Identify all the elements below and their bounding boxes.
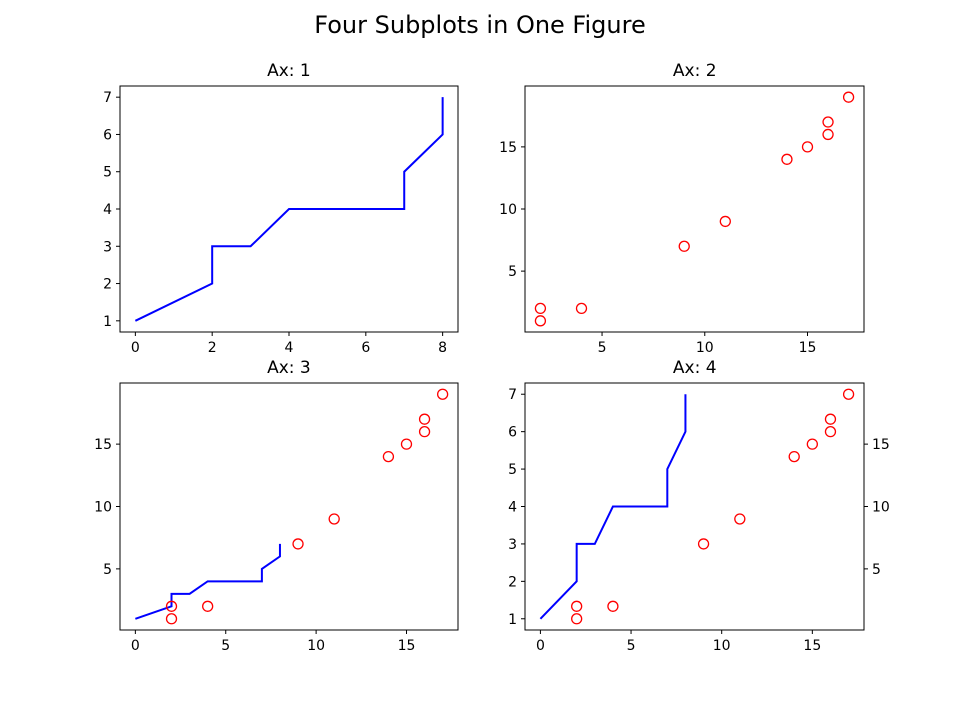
subplot-4-x-tick-label: 15 bbox=[803, 638, 821, 654]
subplot-2-x-tick-label: 10 bbox=[696, 340, 714, 356]
subplot-1-y-tick-label: 6 bbox=[103, 127, 112, 143]
subplot-4-scatter-point bbox=[607, 600, 619, 612]
subplot-2-scatter-point bbox=[534, 302, 547, 315]
subplot-3-scatter-point bbox=[436, 388, 449, 400]
subplot-3-plot-area bbox=[119, 382, 459, 631]
subplot-2-scatter-point bbox=[678, 240, 690, 252]
figure-title: Four Subplots in One Figure bbox=[314, 11, 645, 39]
subplot-4-y-tick-label: 1 bbox=[508, 612, 517, 628]
subplot-3-y-tick-label: 5 bbox=[103, 562, 112, 578]
subplot-4-scatter-point bbox=[788, 450, 800, 463]
subplot-4-y-tick-label: 3 bbox=[508, 537, 517, 553]
subplot-2-y-tick-label: 15 bbox=[499, 140, 517, 156]
subplot-3-scatter-point bbox=[202, 600, 214, 612]
subplot-4-x-tick-label: 0 bbox=[536, 638, 545, 654]
subplot-3-title: Ax: 3 bbox=[267, 358, 311, 378]
subplot-1: Ax: 1 0 2 4 6 8 1 2 3 4 5 6 7 bbox=[103, 61, 459, 356]
subplot-3-scatter-point bbox=[418, 413, 431, 425]
subplot-3-x-tick-label: 15 bbox=[398, 638, 416, 654]
subplot-3-x-tick-label: 10 bbox=[307, 638, 325, 654]
subplot-3-y-tick-label: 15 bbox=[94, 437, 112, 453]
subplot-1-y-tick-label: 2 bbox=[103, 277, 112, 293]
subplot-2: Ax: 2 5 10 15 5 10 15 bbox=[499, 61, 865, 356]
subplot-3-x-tick-label: 5 bbox=[221, 638, 230, 654]
subplot-2-title: Ax: 2 bbox=[673, 61, 717, 81]
subplot-4-scatter-point bbox=[842, 388, 855, 400]
subplot-2-scatter-point bbox=[842, 91, 855, 103]
subplot-3: Ax: 3 0 5 10 15 5 10 15 bbox=[94, 358, 459, 654]
subplot-4-x-tick-label: 10 bbox=[713, 638, 731, 654]
subplot-4: Ax: 4 0 5 10 15 1 2 3 4 5 6 7 5 10 15 bbox=[508, 358, 890, 654]
subplot-4-scatter-point bbox=[824, 413, 837, 425]
subplot-2-scatter-point bbox=[534, 315, 547, 327]
subplot-4-title: Ax: 4 bbox=[673, 358, 717, 378]
subplot-1-y-tick-label: 3 bbox=[103, 239, 112, 255]
subplot-4-scatter-point bbox=[734, 513, 746, 525]
subplot-4-plot-area bbox=[524, 382, 865, 631]
subplot-1-y-tick-label: 1 bbox=[103, 314, 112, 330]
subplot-2-x-tick-label: 5 bbox=[598, 340, 607, 356]
subplot-4-scatter-point bbox=[571, 613, 583, 625]
subplot-4-line-series bbox=[539, 394, 687, 620]
subplot-2-scatter-point bbox=[801, 141, 814, 153]
subplot-2-scatter-point bbox=[575, 302, 588, 315]
subplot-2-x-tick-label: 15 bbox=[799, 340, 817, 356]
subplot-4-scatter-point bbox=[806, 438, 818, 450]
subplot-4-y-tick-label: 7 bbox=[508, 387, 517, 403]
subplot-2-y-tick-label: 10 bbox=[499, 202, 517, 218]
subplot-3-y-tick-label: 10 bbox=[94, 500, 112, 516]
subplot-2-y-tick-label: 5 bbox=[508, 264, 517, 280]
subplot-3-scatter-point bbox=[382, 450, 395, 463]
subplot-1-x-tick-label: 4 bbox=[285, 340, 294, 356]
subplot-3-scatter-point bbox=[165, 600, 178, 612]
subplot-1-y-tick-label: 7 bbox=[103, 90, 112, 106]
subplot-2-scatter-point bbox=[822, 116, 834, 128]
subplot-1-line-series bbox=[134, 97, 444, 322]
subplot-2-scatter-point bbox=[719, 215, 731, 228]
subplot-4-right-y-tick-label: 10 bbox=[872, 500, 890, 516]
subplot-1-x-tick-label: 0 bbox=[131, 340, 140, 356]
subplot-3-x-tick-label: 0 bbox=[131, 638, 140, 654]
subplot-1-x-tick-label: 6 bbox=[361, 340, 370, 356]
subplot-3-scatter-point bbox=[292, 538, 304, 550]
subplot-4-scatter-point bbox=[571, 600, 583, 612]
subplot-3-scatter-point bbox=[328, 513, 340, 525]
subplot-1-x-tick-label: 8 bbox=[438, 340, 447, 356]
subplot-2-scatter-point bbox=[781, 153, 793, 165]
subplot-1-title: Ax: 1 bbox=[267, 61, 311, 81]
subplot-4-right-y-tick-label: 5 bbox=[872, 562, 881, 578]
subplot-3-line-series bbox=[135, 543, 281, 620]
subplot-4-scatter-point bbox=[824, 426, 837, 438]
subplot-4-y-tick-label: 2 bbox=[508, 574, 517, 590]
subplot-4-y-tick-label: 4 bbox=[508, 500, 517, 516]
subplot-3-scatter-point bbox=[418, 426, 431, 438]
subplot-1-y-tick-label: 4 bbox=[103, 202, 112, 218]
subplot-4-right-y-tick-label: 15 bbox=[872, 437, 890, 453]
subplot-4-y-tick-label: 5 bbox=[508, 462, 517, 478]
subplot-1-y-tick-label: 5 bbox=[103, 165, 112, 181]
subplot-4-y-tick-label: 6 bbox=[508, 425, 517, 441]
subplot-2-plot-area bbox=[524, 85, 865, 333]
subplot-2-scatter-point bbox=[822, 128, 834, 141]
subplot-4-x-tick-label: 5 bbox=[627, 638, 636, 654]
subplot-3-scatter-point bbox=[165, 613, 178, 625]
subplot-4-scatter-point bbox=[697, 538, 710, 550]
subplot-1-x-tick-label: 2 bbox=[208, 340, 217, 356]
subplot-3-scatter-point bbox=[400, 438, 413, 450]
